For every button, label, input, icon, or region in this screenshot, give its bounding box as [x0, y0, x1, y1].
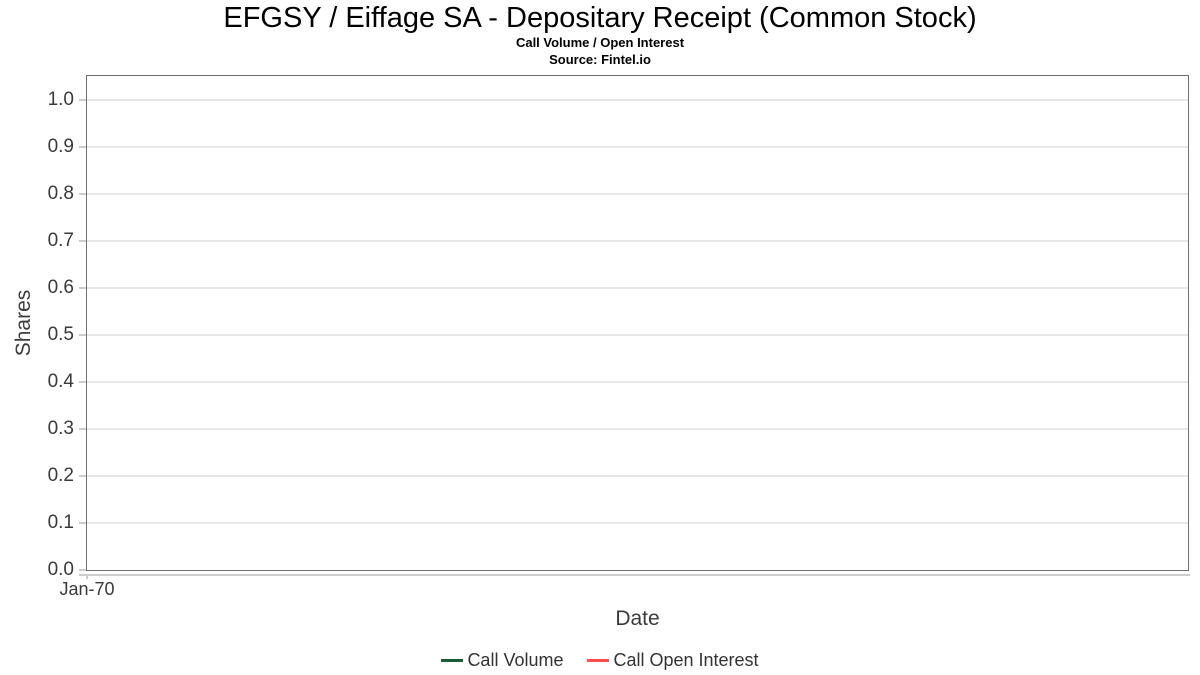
gridline	[87, 428, 1188, 430]
y-tick-label: 0.9	[47, 136, 74, 157]
call-volume-line-marker-icon	[441, 658, 464, 662]
legend-label: Call Open Interest	[613, 649, 759, 670]
gridline	[87, 240, 1188, 242]
x-tick-mark	[86, 574, 88, 579]
legend-item-call-volume[interactable]: Call Volume	[441, 650, 563, 671]
y-tick-mark	[79, 428, 86, 430]
y-tick-mark	[79, 146, 86, 148]
call-open-interest-line-marker-icon	[587, 658, 610, 662]
gridline	[87, 99, 1188, 101]
y-tick-mark	[79, 193, 86, 195]
y-tick-mark	[79, 381, 86, 383]
gridline	[87, 381, 1188, 383]
gridline	[87, 334, 1188, 336]
y-tick-mark	[79, 99, 86, 101]
plot-area	[86, 75, 1189, 571]
y-tick-mark	[79, 475, 86, 477]
gridline	[87, 522, 1188, 524]
x-axis-title: Date	[615, 607, 660, 630]
y-tick-label: 0.7	[47, 230, 74, 251]
chart-subtitle: Call Volume / Open Interest	[515, 35, 685, 50]
y-tick-mark	[79, 522, 86, 524]
legend: Call Volume Call Open Interest	[0, 645, 1200, 675]
y-tick-mark	[79, 240, 86, 242]
y-tick-mark	[79, 334, 86, 336]
y-tick-label: 0.3	[47, 418, 74, 439]
x-axis-line	[79, 574, 1190, 576]
y-tick-mark	[79, 569, 86, 571]
gridline	[87, 193, 1188, 195]
y-tick-label: 0.2	[47, 465, 74, 486]
gridline	[87, 146, 1188, 148]
gridline	[87, 287, 1188, 289]
y-tick-label: 0.4	[47, 371, 74, 392]
y-tick-label: 0.5	[47, 324, 74, 345]
chart-title: EFGSY / Eiffage SA - Depositary Receipt …	[223, 2, 977, 34]
y-tick-label: 0.0	[47, 559, 74, 580]
y-tick-mark	[79, 287, 86, 289]
y-axis-title: Shares	[12, 289, 35, 357]
y-tick-label: 0.1	[47, 512, 74, 533]
gridline	[87, 475, 1188, 477]
chart-source: Source: Fintel.io	[549, 52, 651, 67]
legend-label: Call Volume	[467, 649, 564, 670]
y-tick-label: 1.0	[47, 89, 74, 110]
y-tick-label: 0.6	[47, 277, 74, 298]
y-tick-label: 0.8	[47, 183, 74, 204]
legend-item-call-open-interest[interactable]: Call Open Interest	[587, 649, 759, 671]
x-tick-label: Jan-70	[59, 579, 115, 599]
